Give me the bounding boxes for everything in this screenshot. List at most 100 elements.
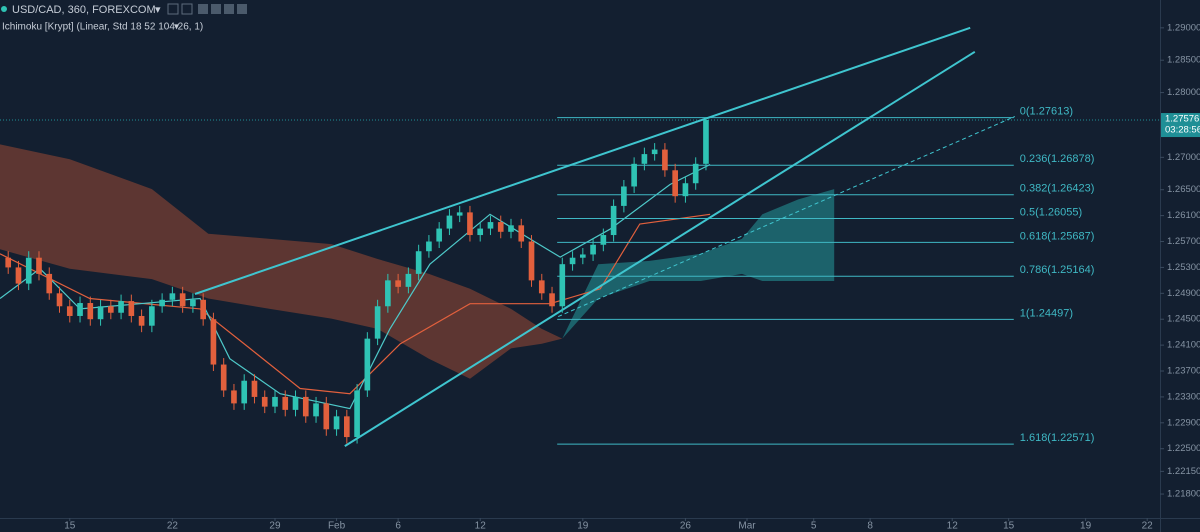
candle-body bbox=[467, 212, 473, 236]
chart-title[interactable]: USD/CAD, 360, FOREXCOM bbox=[12, 4, 156, 16]
candle-body bbox=[559, 264, 566, 307]
candle-body bbox=[549, 293, 555, 307]
candle-body bbox=[56, 293, 63, 307]
ichimoku-cloud bbox=[0, 144, 563, 379]
candle-body bbox=[231, 390, 237, 404]
x-tick-label: 12 bbox=[475, 521, 487, 532]
y-tick-label: 1.25700 bbox=[1167, 236, 1200, 247]
candle-body bbox=[415, 251, 422, 274]
fib-label: 1.618(1.22571) bbox=[1020, 432, 1095, 444]
candle-body bbox=[159, 299, 165, 307]
candle-body bbox=[107, 306, 114, 313]
candle-body bbox=[672, 170, 678, 197]
candle-body bbox=[190, 299, 196, 307]
candle-body bbox=[313, 403, 319, 417]
fib-label: 0.618(1.25687) bbox=[1020, 230, 1095, 242]
candle-body bbox=[36, 257, 42, 274]
x-tick-label: 15 bbox=[64, 521, 76, 532]
x-tick-label: 26 bbox=[680, 521, 692, 532]
candle-body bbox=[580, 254, 586, 258]
candle-body bbox=[364, 338, 371, 391]
x-tick-label: 6 bbox=[395, 521, 401, 532]
button[interactable] bbox=[224, 4, 234, 14]
indicator-label[interactable]: Ichimoku [Krypt] (Linear, Std 18 52 104 … bbox=[2, 22, 203, 33]
button[interactable] bbox=[211, 4, 221, 14]
button[interactable] bbox=[181, 3, 193, 15]
candle-body bbox=[343, 416, 350, 438]
candle-body bbox=[436, 228, 442, 242]
candle-body bbox=[651, 149, 658, 155]
candle-body bbox=[477, 228, 484, 236]
x-tick-label: 29 bbox=[269, 521, 281, 532]
candle-body bbox=[77, 303, 83, 316]
y-tick-label: 1.22150 bbox=[1167, 466, 1200, 477]
y-tick-label: 1.24100 bbox=[1167, 340, 1200, 351]
y-tick-label: 1.27000 bbox=[1167, 152, 1200, 163]
last-price-label: 1.27576 bbox=[1165, 114, 1199, 125]
button[interactable] bbox=[237, 4, 247, 14]
candle-body bbox=[528, 241, 535, 281]
y-tick-label: 1.22900 bbox=[1167, 417, 1200, 428]
x-tick-label: 15 bbox=[1003, 521, 1015, 532]
ichimoku-line bbox=[0, 213, 711, 395]
candle-body bbox=[518, 225, 525, 242]
candle-body bbox=[200, 299, 206, 320]
candle-body bbox=[302, 396, 309, 417]
candle-body bbox=[446, 215, 453, 229]
candle-body bbox=[292, 396, 299, 410]
candle-body bbox=[662, 149, 668, 171]
candle-body bbox=[251, 380, 258, 397]
countdown-label: 03:28:56 bbox=[1165, 125, 1200, 136]
candle-body bbox=[456, 212, 463, 216]
plot-area: 0(1.27613) 0.236(1.26878) 0.382(1.26423) 0.… bbox=[0, 26, 1160, 447]
candle-body bbox=[179, 293, 186, 307]
candle-body bbox=[66, 306, 73, 316]
x-tick-label: Feb bbox=[328, 521, 346, 532]
y-tick-label: 1.21800 bbox=[1167, 489, 1200, 500]
candle-body bbox=[692, 163, 699, 184]
candle-body bbox=[118, 301, 124, 313]
candle-body bbox=[15, 267, 22, 284]
y-tick-label: 1.24900 bbox=[1167, 288, 1200, 299]
status-dot bbox=[1, 6, 7, 12]
x-tick-label: 19 bbox=[577, 521, 589, 532]
y-tick-label: 1.29000 bbox=[1167, 22, 1200, 33]
x-tick-label: 5 bbox=[811, 521, 817, 532]
candle-body bbox=[641, 154, 648, 164]
candle-body bbox=[169, 293, 176, 300]
candle-body bbox=[508, 225, 514, 232]
symbol-caret[interactable]: ▾ bbox=[155, 4, 161, 16]
candle-body bbox=[610, 205, 617, 236]
candle-body bbox=[703, 120, 709, 164]
y-tick-label: 1.23300 bbox=[1167, 391, 1200, 402]
candle-body bbox=[385, 280, 391, 307]
indicator-caret[interactable]: ▾ bbox=[174, 22, 179, 33]
candle-body bbox=[241, 380, 248, 404]
fib-label: 0.382(1.26423) bbox=[1020, 183, 1095, 195]
candle-body bbox=[395, 280, 401, 287]
y-tick-label: 1.22500 bbox=[1167, 443, 1200, 454]
candle-body bbox=[138, 315, 145, 326]
button[interactable] bbox=[198, 4, 208, 14]
candle-body bbox=[128, 301, 135, 316]
y-tick-label: 1.24500 bbox=[1167, 314, 1200, 325]
candle-body bbox=[149, 306, 155, 326]
candle-body bbox=[538, 280, 545, 294]
fib-label: 0(1.27613) bbox=[1020, 106, 1073, 118]
y-tick-label: 1.28500 bbox=[1167, 55, 1200, 66]
candle-body bbox=[261, 396, 268, 407]
x-tick-label: 12 bbox=[947, 521, 959, 532]
candle-body bbox=[631, 163, 637, 187]
x-tick-label: Mar bbox=[738, 521, 756, 532]
candle-body bbox=[272, 396, 278, 407]
button[interactable] bbox=[167, 3, 179, 15]
candle-body bbox=[426, 241, 432, 252]
x-tick-label: 22 bbox=[167, 521, 179, 532]
last-price-badge bbox=[1161, 113, 1200, 138]
candle-body bbox=[374, 306, 381, 339]
candle-body bbox=[497, 222, 504, 232]
x-tick-label: 8 bbox=[867, 521, 873, 532]
candle-body bbox=[97, 306, 104, 320]
y-tick-label: 1.26100 bbox=[1167, 210, 1200, 221]
